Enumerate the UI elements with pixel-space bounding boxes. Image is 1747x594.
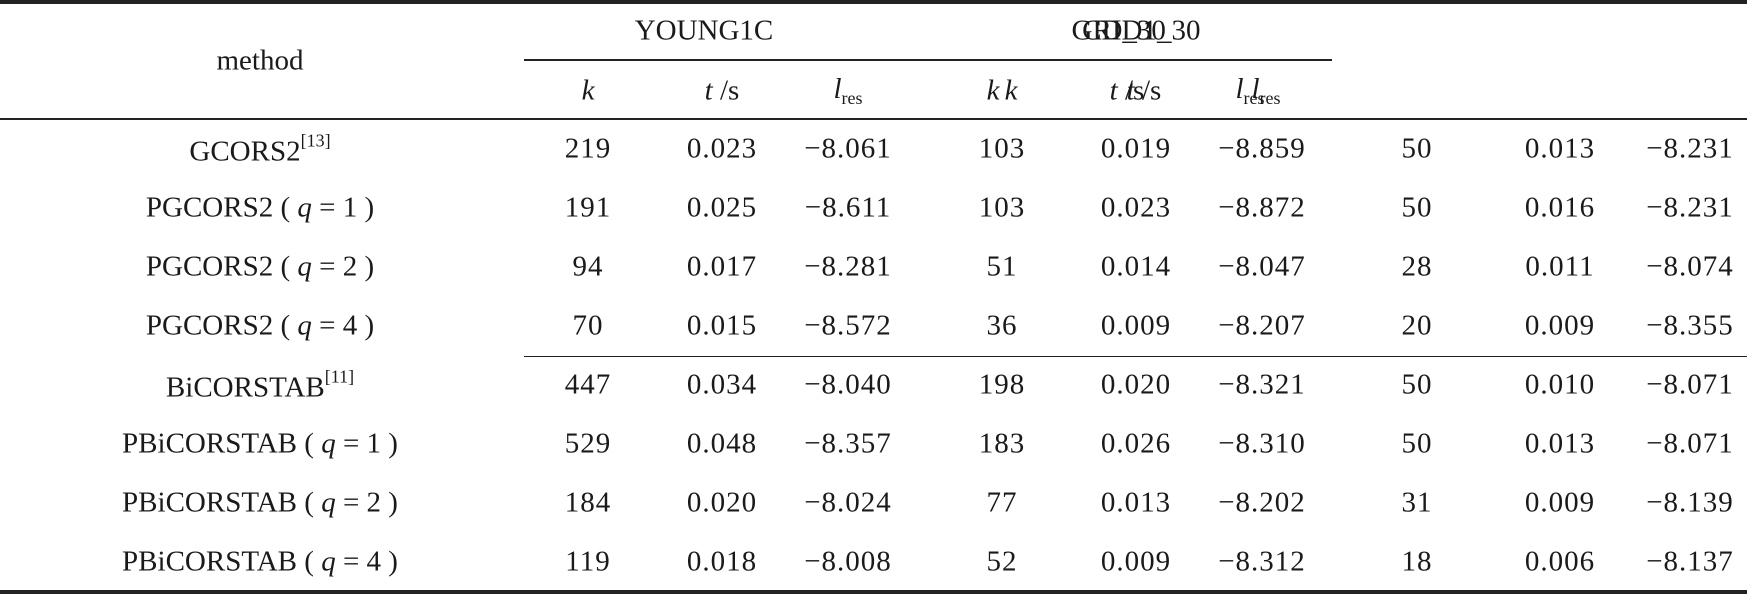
table-cell: 0.010	[1524, 368, 1596, 401]
table-cell: −8.008	[804, 545, 892, 578]
table-cell: −8.071	[1646, 368, 1734, 401]
table-cell: 0.009	[1524, 309, 1596, 342]
table-cell: 0.009	[1524, 486, 1596, 519]
table-cell: −8.040	[804, 368, 892, 401]
table-cell: 52	[986, 545, 1018, 578]
table-cell: 0.013	[1524, 427, 1596, 460]
table-cell: −8.281	[804, 250, 892, 283]
table-cell: −8.074	[1646, 250, 1734, 283]
table-cell: −8.321	[1218, 368, 1306, 401]
table-cell: 198	[978, 368, 1026, 401]
table-cell: −8.572	[804, 309, 892, 342]
table-cell: −8.872	[1218, 191, 1306, 224]
table-cell: 184	[564, 486, 612, 519]
group-underline	[524, 59, 1332, 61]
table-row-method: PBiCORSTAB ( q = 1 )	[122, 427, 398, 460]
table-cell: −8.231	[1646, 132, 1734, 165]
table-cell: −8.061	[804, 132, 892, 165]
subheader-t-young1c: t /s	[704, 74, 740, 107]
subheader-k-grid1-30: k	[986, 74, 1000, 107]
table-cell: 219	[564, 132, 612, 165]
table-cell: 0.020	[1100, 368, 1172, 401]
table-cell: 0.006	[1524, 545, 1596, 578]
table-cell: 0.009	[1100, 309, 1172, 342]
table-row-method: PGCORS2 ( q = 4 )	[145, 309, 375, 342]
table-cell: 0.013	[1524, 132, 1596, 165]
table-cell: 103	[978, 132, 1026, 165]
table-cell: −8.207	[1218, 309, 1306, 342]
table-cell: 50	[1401, 368, 1433, 401]
table-cell: 0.025	[686, 191, 758, 224]
table-cell: 447	[564, 368, 612, 401]
table-row-method: PGCORS2 ( q = 2 )	[145, 250, 375, 283]
table-row-method: PGCORS2 ( q = 1 )	[145, 191, 375, 224]
subheader-t-grid1-30: t /s	[1109, 74, 1145, 107]
table-cell: −8.071	[1646, 427, 1734, 460]
table-cell: 0.020	[686, 486, 758, 519]
table-cell: 0.023	[1100, 191, 1172, 224]
subheader-k-young1c: k	[581, 74, 595, 107]
table-cell: 28	[1401, 250, 1433, 283]
table-row-method: PBiCORSTAB ( q = 4 )	[122, 545, 398, 578]
method-header: method	[216, 44, 304, 77]
table-row-method: PBiCORSTAB ( q = 2 )	[122, 486, 398, 519]
table-cell: 50	[1401, 132, 1433, 165]
table-cell: 50	[1401, 191, 1433, 224]
top-rule	[0, 0, 1747, 4]
table-cell: −8.047	[1218, 250, 1306, 283]
bottom-rule	[0, 590, 1747, 594]
table-cell: 0.016	[1524, 191, 1596, 224]
subheader-t-cd-30: t /s	[1126, 74, 1162, 107]
table-cell: 31	[1401, 486, 1433, 519]
table-cell: 50	[1401, 427, 1433, 460]
table-cell: 0.017	[686, 250, 758, 283]
table-cell: 51	[986, 250, 1018, 283]
table-cell: −8.310	[1218, 427, 1306, 460]
section-divider-rule	[524, 356, 1747, 357]
subheader-lres-young1c: lres	[833, 73, 863, 108]
table-cell: 0.018	[686, 545, 758, 578]
table-row-method: GCORS2[13]	[189, 130, 331, 168]
table-cell: 70	[572, 309, 604, 342]
subheader-lres-cd-30: lres	[1251, 73, 1281, 108]
table-cell: −8.611	[804, 191, 892, 224]
subheader-k-cd-30: k	[1004, 74, 1018, 107]
header-bottom-rule	[0, 118, 1747, 120]
table-cell: 191	[564, 191, 612, 224]
table-cell: 529	[564, 427, 612, 460]
table-cell: 0.019	[1100, 132, 1172, 165]
table-row-method: BiCORSTAB[11]	[165, 366, 355, 404]
group-header-young1c: YOUNG1C	[634, 14, 774, 47]
table-cell: −8.231	[1646, 191, 1734, 224]
table-cell: 18	[1401, 545, 1433, 578]
table-cell: 0.013	[1100, 486, 1172, 519]
table-cell: −8.355	[1646, 309, 1734, 342]
table-cell: 0.026	[1100, 427, 1172, 460]
table-cell: −8.859	[1218, 132, 1306, 165]
group-header-grid1-30: GRID1_30	[1071, 14, 1201, 47]
table-cell: 77	[986, 486, 1018, 519]
table-cell: 0.015	[686, 309, 758, 342]
table-cell: 103	[978, 191, 1026, 224]
table-cell: −8.137	[1646, 545, 1734, 578]
table-cell: −8.139	[1646, 486, 1734, 519]
subheader-lres-grid1-30: lres	[1235, 73, 1265, 108]
table-cell: 20	[1401, 309, 1433, 342]
table-cell: 0.009	[1100, 545, 1172, 578]
table-cell: 0.014	[1100, 250, 1172, 283]
table-cell: 0.034	[686, 368, 758, 401]
table-cell: −8.312	[1218, 545, 1306, 578]
group-header-cd-30: CD_30	[1082, 14, 1166, 47]
table-cell: 94	[572, 250, 604, 283]
table-cell: −8.202	[1218, 486, 1306, 519]
table-cell: −8.024	[804, 486, 892, 519]
table-cell: 183	[978, 427, 1026, 460]
table-cell: −8.357	[804, 427, 892, 460]
table-cell: 119	[565, 545, 611, 578]
table-cell: 0.023	[686, 132, 758, 165]
table-cell: 0.048	[686, 427, 758, 460]
table-cell: 36	[986, 309, 1018, 342]
table-cell: 0.011	[1525, 250, 1595, 283]
